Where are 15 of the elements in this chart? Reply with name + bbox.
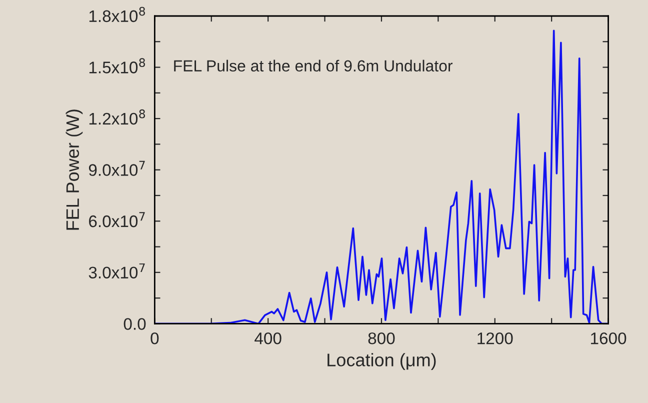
x-tick-label: 1600 bbox=[591, 332, 626, 344]
x-tick-label: 800 bbox=[368, 332, 395, 344]
y-tick-label: 0.0 bbox=[124, 318, 146, 330]
x-axis-title: Location (μm) bbox=[328, 353, 436, 370]
y-tick-label: 9.0x10$^{7}$ bbox=[88, 160, 145, 176]
x-tick-label: 0 bbox=[150, 332, 159, 344]
x-tick-label: 400 bbox=[254, 332, 282, 344]
annotation: FEL Pulse at the end of 9.6m Undulator bbox=[174, 60, 453, 72]
y-axis-title: FEL Power (W) bbox=[66, 110, 83, 230]
y-tick-label: 1.5x10$^{8}$ bbox=[89, 58, 145, 74]
y-tick-label: 1.2x10$^{8}$ bbox=[89, 109, 145, 125]
y-tick-label: 1.8x10$^{8}$ bbox=[89, 6, 145, 22]
x-tick-label: 1200 bbox=[478, 332, 513, 344]
y-tick-label: 3.0x10$^{7}$ bbox=[88, 263, 145, 278]
y-tick-label: 6.0x10$^{7}$ bbox=[89, 212, 145, 228]
